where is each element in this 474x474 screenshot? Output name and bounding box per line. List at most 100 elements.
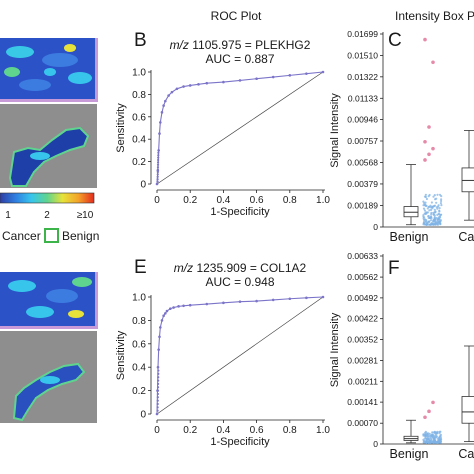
auc-label: AUC = 0.948	[205, 275, 274, 289]
data-point	[437, 439, 440, 442]
data-point	[433, 204, 437, 207]
y-tick-label: 0.6	[132, 339, 146, 350]
data-point	[436, 213, 439, 216]
roc-point	[168, 307, 172, 311]
roc-title-mz: m/z	[170, 38, 189, 52]
data-point	[425, 439, 429, 442]
roc-point	[271, 75, 275, 79]
data-point	[424, 201, 427, 204]
data-point	[424, 431, 427, 434]
data-point	[426, 207, 429, 210]
data-point	[438, 210, 441, 213]
y-tick-label: 0.01133	[348, 93, 378, 103]
data-point	[425, 204, 428, 208]
y-tick-label: 0.8	[132, 90, 146, 101]
roc-point	[157, 376, 160, 379]
roc-point	[288, 74, 292, 77]
data-point	[432, 223, 435, 226]
x-tick-label: 0.2	[183, 425, 197, 436]
legend-benign: Benign	[62, 229, 99, 243]
roc-point	[305, 72, 308, 75]
intensity-box-header: Intensity Box P	[395, 9, 474, 23]
colorbar-tick-2: 2	[44, 210, 50, 221]
y-tick-label: 1.0	[132, 68, 146, 79]
data-point	[434, 220, 437, 223]
y-tick-label: 1.0	[132, 293, 146, 304]
roc-point	[156, 180, 159, 183]
data-point	[440, 195, 443, 198]
y-tick-label: 0.00141	[347, 397, 378, 407]
roc-point	[159, 121, 162, 124]
y-tick-label: 0	[373, 222, 378, 232]
roc-point	[155, 182, 159, 186]
group-label: Canc	[458, 230, 474, 244]
data-point	[427, 441, 430, 444]
roc-point	[160, 319, 164, 322]
data-point	[436, 193, 439, 196]
y-tick-label: 0.6	[132, 112, 146, 123]
roc-point	[156, 163, 160, 166]
roc-point	[156, 386, 160, 389]
roc-point	[157, 379, 160, 382]
roc-curve	[156, 71, 324, 185]
roc-point	[162, 104, 165, 107]
box-panel-f: F 0 0.00070 0.00141 0.00211 0.00281 0.00352 0.0…	[329, 251, 474, 461]
roc-point	[321, 295, 325, 299]
data-point	[434, 436, 437, 439]
data-point	[440, 198, 443, 201]
roc-point	[156, 392, 159, 396]
x-tick-label: 0.4	[216, 425, 230, 436]
data-point	[439, 436, 442, 439]
roc-point	[156, 168, 159, 171]
y-tick-label: 0.00757	[347, 136, 378, 146]
roc-point	[155, 412, 159, 416]
y-tick-label: 0.8	[132, 316, 146, 327]
panel-letter: C	[388, 30, 402, 51]
data-point	[423, 222, 426, 225]
y-tick-label: 0.2	[132, 157, 146, 168]
data-point	[438, 430, 441, 433]
data-point	[435, 431, 438, 434]
roc-point	[222, 80, 225, 84]
y-tick-label: 0.01699	[347, 29, 378, 39]
data-point	[439, 441, 442, 444]
roc-point	[321, 70, 325, 74]
roc-point	[158, 132, 161, 135]
roc-point	[162, 314, 165, 318]
roc-point	[156, 402, 159, 406]
data-point	[428, 220, 431, 223]
x-axis-label: 1-Specificity	[210, 436, 270, 448]
roc-point	[157, 156, 160, 159]
roc-point	[157, 369, 160, 372]
roc-point	[157, 151, 160, 154]
data-point	[430, 208, 433, 211]
y-tick-label: 0.00070	[347, 418, 378, 428]
roc-point	[255, 77, 258, 81]
data-point	[432, 213, 435, 216]
data-point	[422, 215, 425, 218]
roc-title-gene: 1105.975 = PLEKHG2	[189, 38, 311, 52]
tissue-top	[0, 104, 97, 188]
roc-title: m/z 1105.975 = PLEKHG2	[170, 38, 311, 52]
roc-point	[160, 111, 164, 114]
y-tick-label: 0.00633	[347, 251, 378, 261]
data-point	[440, 199, 443, 203]
outlier-point	[431, 400, 435, 405]
roc-point	[157, 158, 160, 162]
auc-label: AUC = 0.887	[205, 52, 274, 66]
data-point	[435, 206, 438, 209]
data-point	[432, 220, 435, 223]
x-tick-label: 1.0	[316, 195, 330, 206]
roc-point	[167, 94, 170, 97]
roc-title-gene: 1235.909 = COL1A2	[193, 261, 306, 275]
roc-point	[222, 301, 225, 305]
data-point	[433, 194, 436, 197]
data-point	[422, 441, 425, 444]
roc-point	[157, 348, 160, 351]
roc-point	[156, 170, 159, 174]
tissue-legend: Cancer Benign	[2, 228, 99, 243]
y-tick-label: 0.4	[132, 363, 146, 374]
